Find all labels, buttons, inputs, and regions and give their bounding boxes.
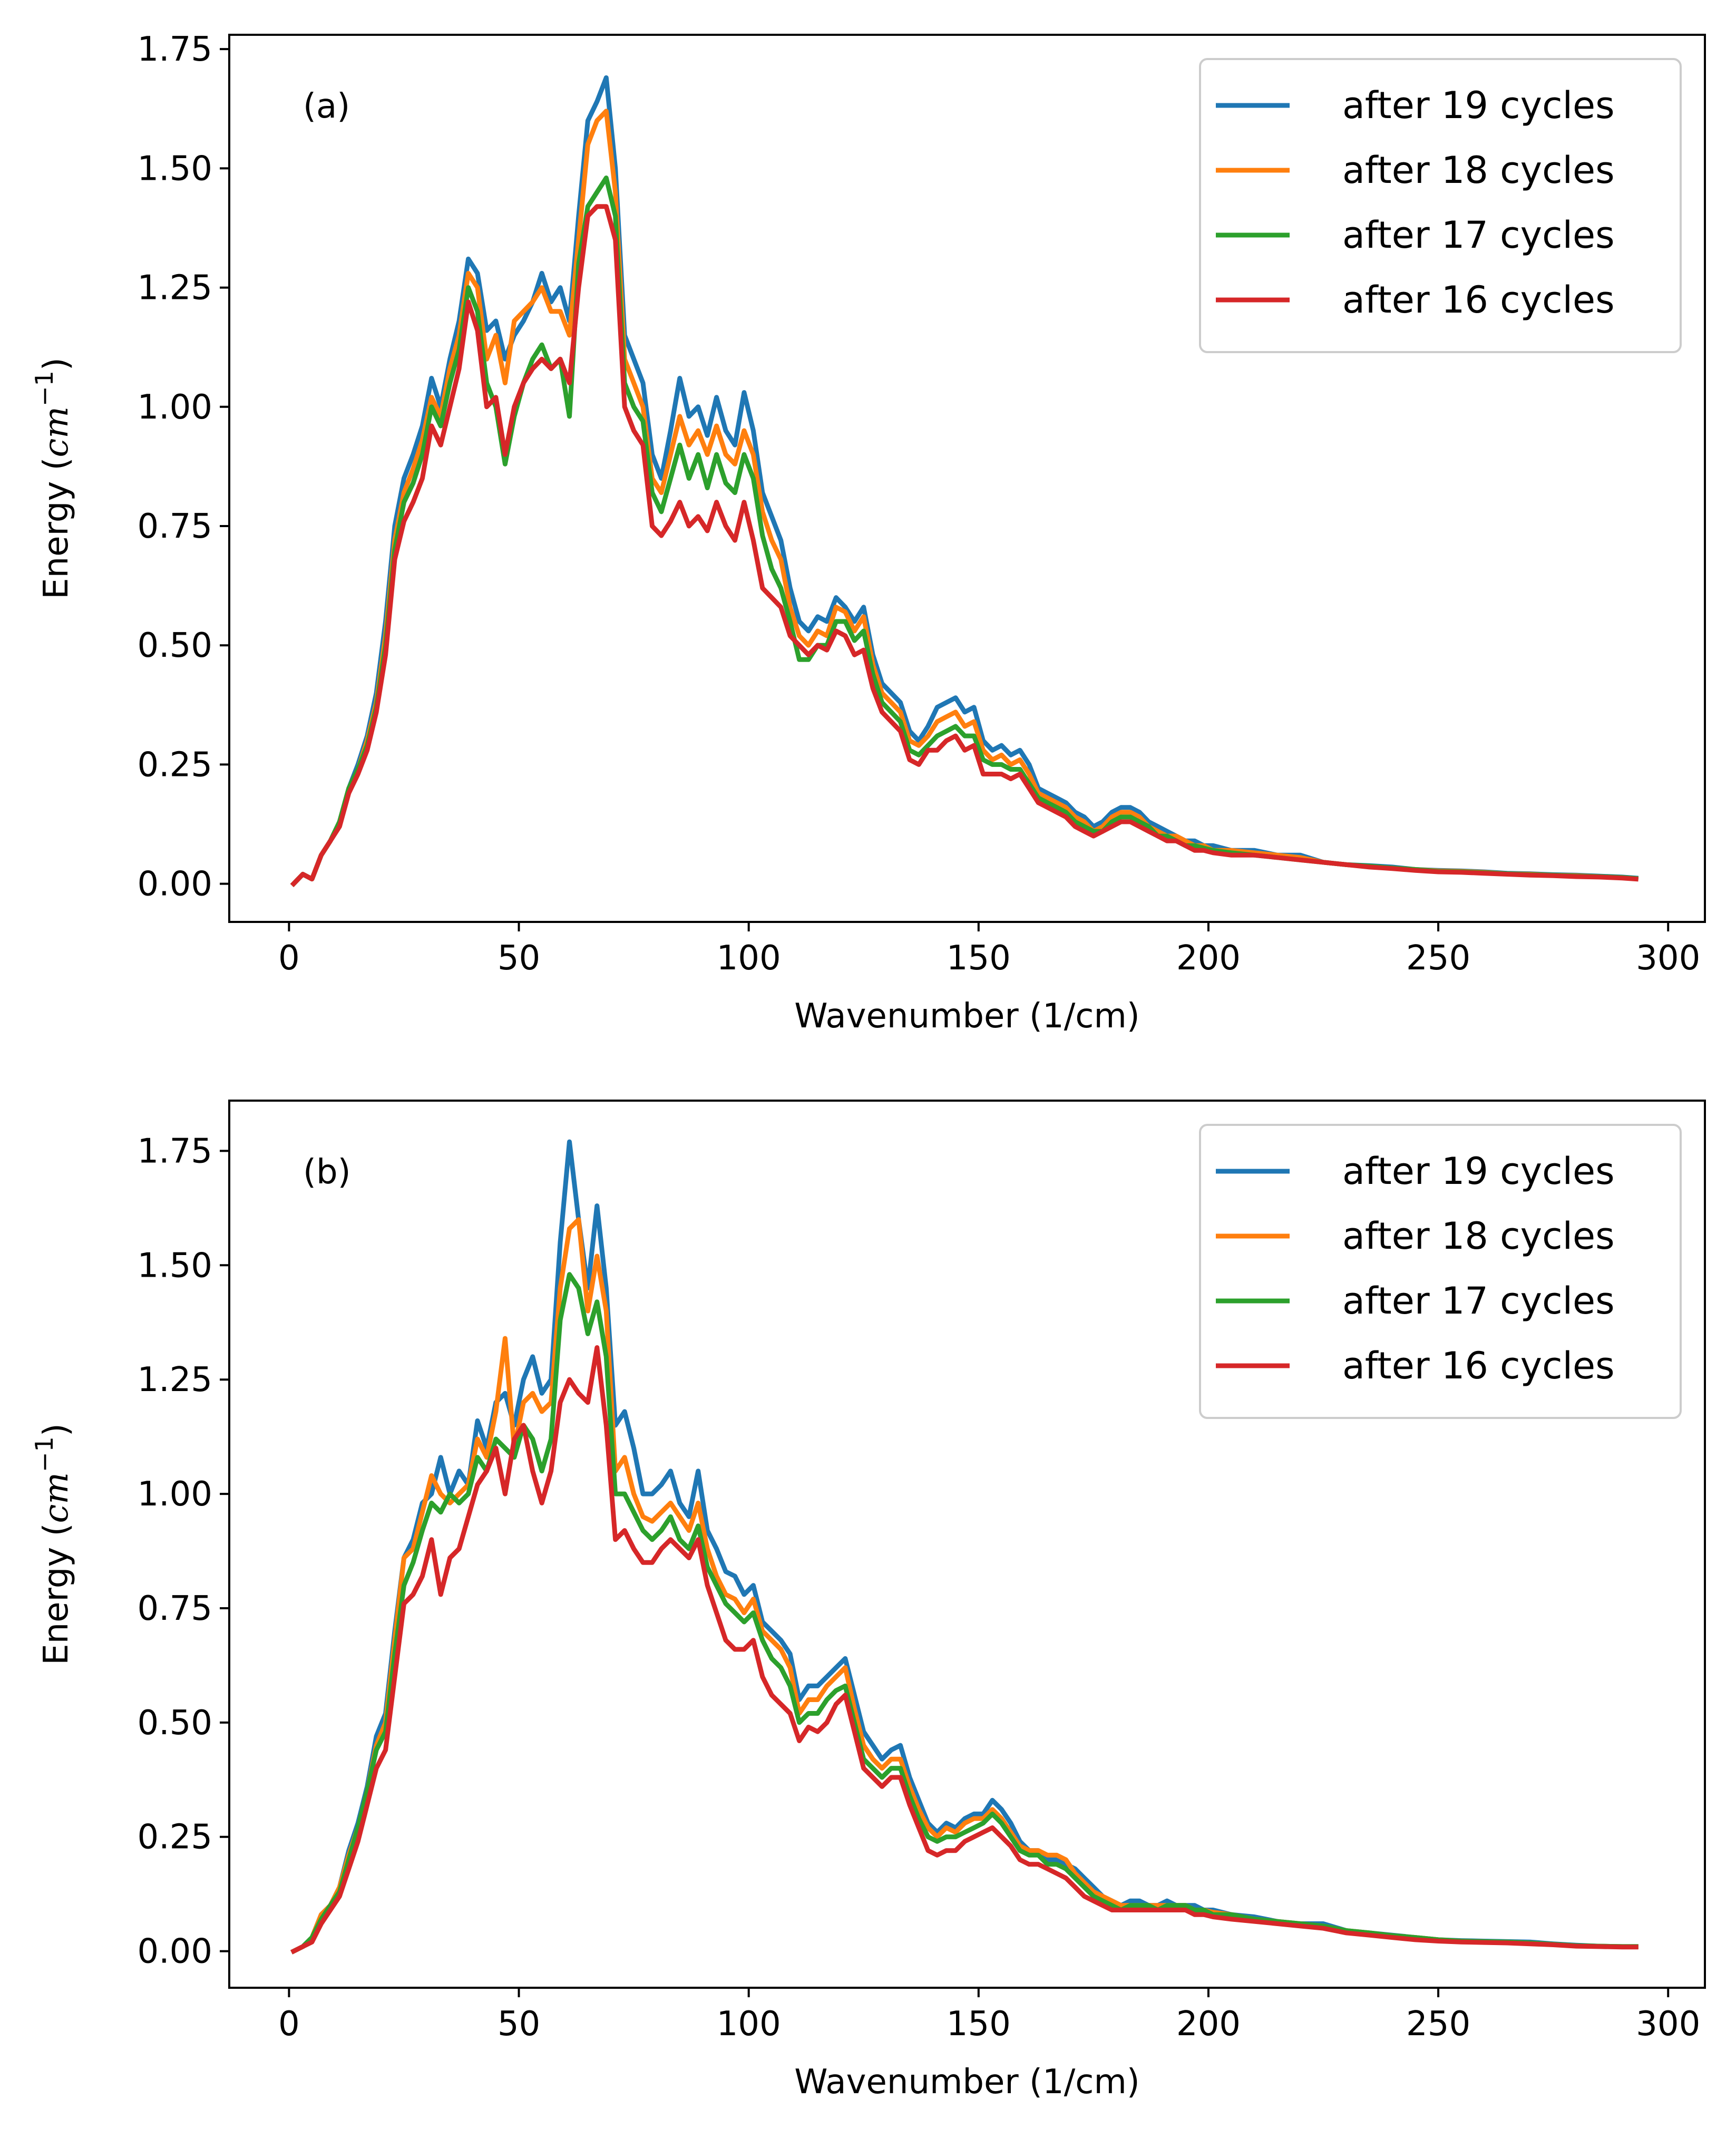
y-tick-label: 0.75 [138, 507, 213, 546]
chart-panel-a: 0 50 100 150 200 250 300 0.00 0.25 0.50 0.75 1.00 1.… [30, 30, 1706, 1036]
legend-label: after 17 cycles [1342, 1279, 1615, 1323]
panel-label: (b) [303, 1153, 351, 1192]
y-tick-label: 0.00 [138, 1932, 213, 1971]
axes-frame [228, 1100, 1706, 1989]
panel-label: (a) [303, 87, 350, 126]
legend-label: after 18 cycles [1342, 1214, 1615, 1258]
y-tick-label: 0.25 [138, 745, 213, 784]
y-tick-label: 0.75 [138, 1589, 213, 1628]
legend-label: after 16 cycles [1342, 1344, 1615, 1387]
x-tick-label: 200 [1176, 2005, 1241, 2044]
legend-box [1199, 58, 1682, 353]
series-line-4 [290, 1345, 1639, 1955]
y-axis-title: Energy (cm−1) [30, 1423, 76, 1665]
legend-label: after 16 cycles [1342, 278, 1615, 322]
legend-label: after 18 cycles [1342, 149, 1615, 192]
y-tick-label: 1.00 [138, 1475, 213, 1514]
axes-frame [228, 34, 1706, 923]
y-tick-label: 1.50 [138, 149, 213, 188]
x-tick-label: 50 [498, 939, 540, 978]
x-tick-label: 300 [1636, 939, 1700, 978]
y-tick-label: 0.50 [138, 626, 213, 665]
y-tick-label: 0.50 [138, 1704, 213, 1743]
y-tick-label: 1.75 [138, 30, 213, 69]
x-tick-label: 300 [1636, 2005, 1700, 2044]
legend: after 19 cycles after 18 cycles after 17 c… [1199, 1124, 1682, 1419]
x-tick-label: 200 [1176, 939, 1241, 978]
plot-area [290, 1139, 1639, 1955]
y-tick-label: 1.00 [138, 388, 213, 427]
y-tick-label: 1.50 [138, 1246, 213, 1285]
y-axis-title: Energy (cm−1) [30, 357, 76, 599]
y-tick-label: 0.25 [138, 1818, 213, 1857]
legend-label: after 17 cycles [1342, 213, 1615, 257]
x-tick-label: 0 [278, 2005, 300, 2044]
x-tick-label: 250 [1406, 939, 1470, 978]
legend-label: after 19 cycles [1342, 1150, 1615, 1193]
y-tick-label: 0.00 [138, 865, 213, 904]
x-tick-label: 50 [498, 2005, 540, 2044]
x-axis-title: Wavenumber (1/cm) [794, 997, 1140, 1036]
x-tick-label: 250 [1406, 2005, 1470, 2044]
legend-box [1199, 1124, 1682, 1419]
legend: after 19 cycles after 18 cycles after 17 c… [1199, 58, 1682, 353]
series-line-4 [290, 204, 1639, 887]
y-tick-label: 1.75 [138, 1132, 213, 1171]
y-tick-label: 1.25 [138, 269, 213, 308]
x-axis-title: Wavenumber (1/cm) [794, 2063, 1140, 2102]
x-tick-label: 150 [947, 939, 1011, 978]
chart-panel-b: 0 50 100 150 200 250 300 0.00 0.25 0.50 0.75 1.00 1.… [30, 1100, 1706, 2102]
series-line-3 [290, 1272, 1639, 1955]
plot-area [290, 75, 1639, 887]
x-tick-label: 100 [717, 939, 781, 978]
x-tick-label: 100 [717, 2005, 781, 2044]
legend-label: after 19 cycles [1342, 84, 1615, 127]
x-tick-label: 150 [947, 2005, 1011, 2044]
y-tick-label: 1.25 [138, 1360, 213, 1399]
x-tick-label: 0 [278, 939, 300, 978]
